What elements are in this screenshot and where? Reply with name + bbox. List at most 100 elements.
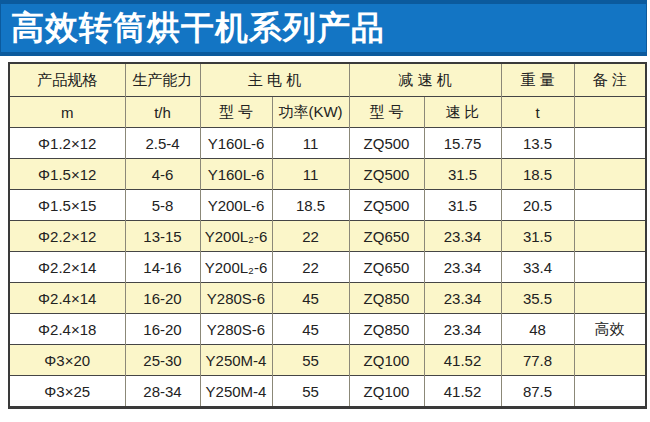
- header-reducer: 减 速 机: [349, 63, 501, 97]
- cell-reducer-model: ZQ850: [349, 314, 424, 345]
- page-title: 高效转筒烘干机系列产品: [11, 11, 385, 46]
- cell-spec: Φ3×20: [9, 345, 125, 376]
- cell-note: [574, 345, 646, 376]
- cell-spec: Φ2.4×14: [9, 283, 125, 314]
- table-row: Φ2.4×18 16-20 Y280S-6 45 ZQ850 23.34 48 …: [9, 314, 646, 345]
- cell-spec: Φ1.5×15: [9, 190, 125, 221]
- header-note-blank: [574, 97, 646, 128]
- cell-motor-power: 55: [272, 345, 349, 376]
- cell-reducer-model: ZQ500: [349, 190, 424, 221]
- cell-reducer-ratio: 31.5: [424, 190, 501, 221]
- cell-capacity: 16-20: [125, 283, 200, 314]
- table-row: Φ3×25 28-34 Y250M-4 55 ZQ100 41.52 87.5: [9, 376, 646, 408]
- cell-motor-model: Y200L₂-6: [200, 221, 272, 252]
- header-motor-model: 型 号: [200, 97, 272, 128]
- header-main-motor: 主 电 机: [200, 63, 349, 97]
- cell-reducer-ratio: 15.75: [424, 128, 501, 159]
- header-row-units: m t/h 型 号 功率(KW) 型 号 速 比 t: [9, 97, 646, 128]
- table-row: Φ1.5×15 5-8 Y200L-6 18.5 ZQ500 31.5 20.5: [9, 190, 646, 221]
- header-capacity-unit: t/h: [125, 97, 200, 128]
- header-motor-power: 功率(KW): [272, 97, 349, 128]
- cell-reducer-model: ZQ100: [349, 345, 424, 376]
- cell-motor-model: Y160L-6: [200, 128, 272, 159]
- table-row: Φ1.5×12 4-6 Y160L-6 11 ZQ500 31.5 18.5: [9, 159, 646, 190]
- table-row: Φ3×20 25-30 Y250M-4 55 ZQ100 41.52 77.8: [9, 345, 646, 376]
- cell-note: [574, 190, 646, 221]
- cell-motor-power: 55: [272, 376, 349, 408]
- table-row: Φ2.2×12 13-15 Y200L₂-6 22 ZQ650 23.34 31…: [9, 221, 646, 252]
- cell-weight: 35.5: [501, 283, 574, 314]
- cell-reducer-model: ZQ100: [349, 376, 424, 408]
- cell-weight: 13.5: [501, 128, 574, 159]
- cell-motor-model: Y280S-6: [200, 314, 272, 345]
- header-reducer-ratio: 速 比: [424, 97, 501, 128]
- cell-note: [574, 221, 646, 252]
- cell-motor-power: 18.5: [272, 190, 349, 221]
- cell-capacity: 5-8: [125, 190, 200, 221]
- cell-spec: Φ1.5×12: [9, 159, 125, 190]
- cell-spec: Φ3×25: [9, 376, 125, 408]
- cell-note: [574, 252, 646, 283]
- cell-motor-power: 45: [272, 314, 349, 345]
- title-banner: 高效转筒烘干机系列产品: [0, 0, 647, 56]
- cell-reducer-model: ZQ500: [349, 159, 424, 190]
- cell-capacity: 4-6: [125, 159, 200, 190]
- cell-weight: 18.5: [501, 159, 574, 190]
- table-row: Φ2.4×14 16-20 Y280S-6 45 ZQ850 23.34 35.…: [9, 283, 646, 314]
- cell-motor-model: Y280S-6: [200, 283, 272, 314]
- header-note: 备 注: [574, 63, 646, 97]
- cell-reducer-ratio: 23.34: [424, 314, 501, 345]
- header-spec: 产品规格: [9, 63, 125, 97]
- cell-spec: Φ1.2×12: [9, 128, 125, 159]
- header-weight: 重 量: [501, 63, 574, 97]
- cell-motor-model: Y200L-6: [200, 190, 272, 221]
- cell-reducer-model: ZQ650: [349, 221, 424, 252]
- cell-capacity: 13-15: [125, 221, 200, 252]
- cell-motor-power: 11: [272, 159, 349, 190]
- cell-weight: 31.5: [501, 221, 574, 252]
- cell-reducer-ratio: 23.34: [424, 221, 501, 252]
- cell-motor-power: 11: [272, 128, 349, 159]
- cell-weight: 33.4: [501, 252, 574, 283]
- cell-note: [574, 376, 646, 408]
- cell-weight: 77.8: [501, 345, 574, 376]
- cell-motor-model: Y200L₂-6: [200, 252, 272, 283]
- cell-capacity: 25-30: [125, 345, 200, 376]
- cell-capacity: 28-34: [125, 376, 200, 408]
- header-weight-unit: t: [501, 97, 574, 128]
- header-capacity: 生产能力: [125, 63, 200, 97]
- cell-capacity: 14-16: [125, 252, 200, 283]
- cell-motor-model: Y160L-6: [200, 159, 272, 190]
- cell-reducer-model: ZQ650: [349, 252, 424, 283]
- cell-reducer-ratio: 23.34: [424, 252, 501, 283]
- cell-reducer-ratio: 23.34: [424, 283, 501, 314]
- cell-spec: Φ2.2×14: [9, 252, 125, 283]
- cell-reducer-ratio: 41.52: [424, 345, 501, 376]
- header-spec-unit: m: [9, 97, 125, 128]
- cell-reducer-ratio: 41.52: [424, 376, 501, 408]
- cell-reducer-ratio: 31.5: [424, 159, 501, 190]
- cell-reducer-model: ZQ500: [349, 128, 424, 159]
- cell-capacity: 16-20: [125, 314, 200, 345]
- header-row-groups: 产品规格 生产能力 主 电 机 减 速 机 重 量 备 注: [9, 63, 646, 97]
- table-row: Φ1.2×12 2.5-4 Y160L-6 11 ZQ500 15.75 13.…: [9, 128, 646, 159]
- cell-spec: Φ2.2×12: [9, 221, 125, 252]
- table-row: Φ2.2×14 14-16 Y200L₂-6 22 ZQ650 23.34 33…: [9, 252, 646, 283]
- cell-note: 高效: [574, 314, 646, 345]
- cell-motor-power: 22: [272, 252, 349, 283]
- cell-spec: Φ2.4×18: [9, 314, 125, 345]
- cell-weight: 20.5: [501, 190, 574, 221]
- cell-motor-power: 22: [272, 221, 349, 252]
- cell-capacity: 2.5-4: [125, 128, 200, 159]
- cell-note: [574, 128, 646, 159]
- cell-weight: 48: [501, 314, 574, 345]
- product-spec-table: 产品规格 生产能力 主 电 机 减 速 机 重 量 备 注 m t/h 型 号 …: [8, 62, 647, 409]
- cell-motor-power: 45: [272, 283, 349, 314]
- cell-reducer-model: ZQ850: [349, 283, 424, 314]
- cell-motor-model: Y250M-4: [200, 376, 272, 408]
- header-reducer-model: 型 号: [349, 97, 424, 128]
- cell-note: [574, 159, 646, 190]
- cell-weight: 87.5: [501, 376, 574, 408]
- cell-note: [574, 283, 646, 314]
- cell-motor-model: Y250M-4: [200, 345, 272, 376]
